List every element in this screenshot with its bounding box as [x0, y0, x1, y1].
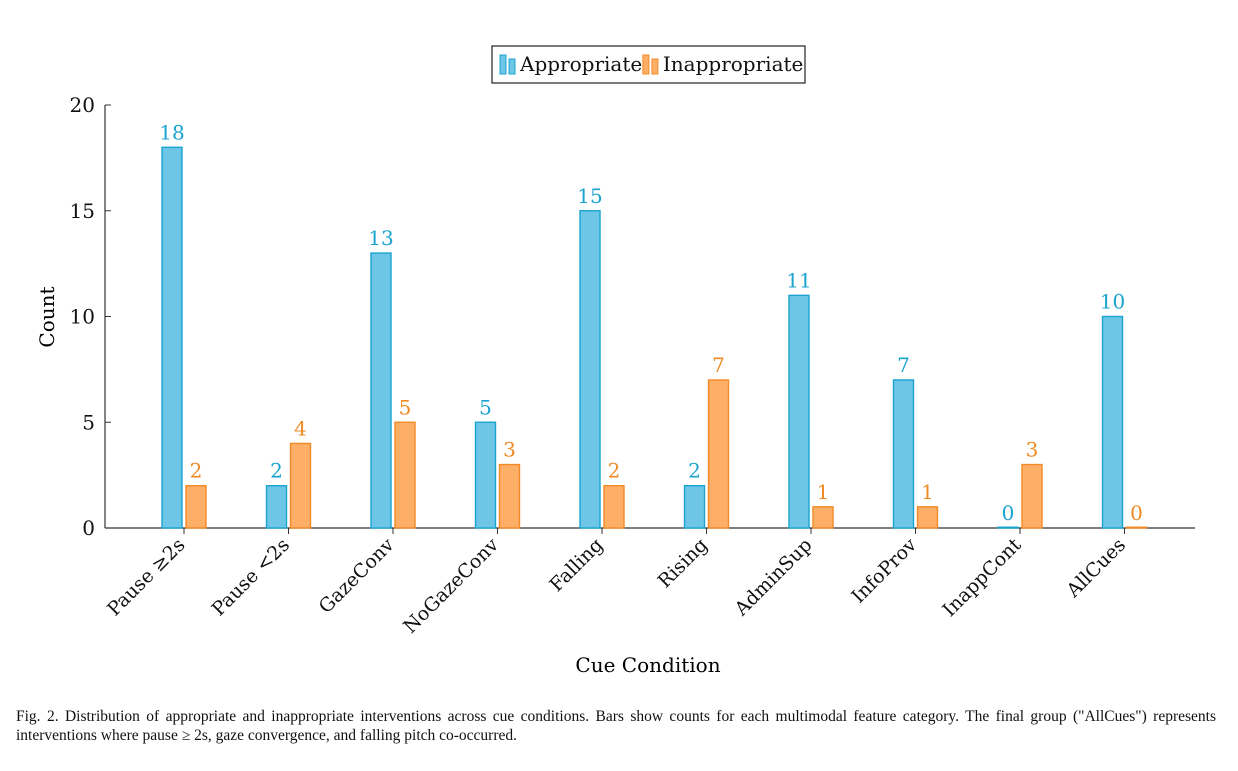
bar-appropriate [370, 252, 392, 529]
data-label-appropriate: 11 [786, 268, 811, 292]
x-tick-label: Falling [545, 534, 607, 596]
bar-inappropriate [498, 463, 521, 529]
legend-swatch-appropriate [499, 54, 507, 75]
x-tick-label: Pause ≥2s [103, 534, 189, 620]
x-axis-label: Cue Condition [575, 653, 720, 677]
bar-inappropriate [289, 442, 312, 529]
data-label-inappropriate: 7 [712, 353, 725, 377]
bars [161, 146, 1148, 529]
legend-swatch-inappropriate [651, 58, 659, 75]
data-label-inappropriate: 2 [608, 459, 621, 483]
data-label-inappropriate: 1 [921, 480, 934, 504]
bar-inappropriate [1125, 526, 1148, 529]
bar-inappropriate [812, 506, 834, 529]
x-tick-label: GazeConv [315, 534, 399, 618]
legend-swatch-inappropriate [642, 54, 650, 75]
bar-inappropriate [185, 485, 207, 529]
bar-appropriate [579, 210, 601, 529]
bar-inappropriate [603, 485, 625, 529]
data-label-appropriate: 2 [688, 459, 701, 483]
data-label-inappropriate: 5 [399, 395, 412, 419]
bar-inappropriate [1021, 463, 1043, 529]
legend-swatch-appropriate [508, 58, 516, 75]
bar-appropriate [788, 294, 810, 529]
bar-inappropriate [916, 506, 939, 529]
data-label-appropriate: 0 [1002, 501, 1015, 525]
bar-appropriate [1101, 315, 1124, 529]
legend-label-inappropriate: Inappropriate [663, 52, 803, 76]
data-label-inappropriate: 2 [190, 459, 203, 483]
y-tick-label: 15 [70, 199, 95, 223]
data-label-appropriate: 2 [270, 459, 283, 483]
y-tick-label: 5 [82, 410, 95, 434]
y-tick-label: 20 [70, 93, 95, 117]
y-tick-label: 10 [70, 305, 95, 329]
data-label-inappropriate: 1 [817, 480, 830, 504]
data-label-inappropriate: 3 [503, 438, 516, 462]
data-label-inappropriate: 4 [294, 416, 307, 440]
data-label-appropriate: 13 [368, 226, 393, 250]
data-label-appropriate: 7 [897, 353, 910, 377]
legend: Appropriate Inappropriate [491, 45, 806, 84]
y-tick-label: 0 [82, 516, 95, 540]
bar-appropriate [474, 421, 497, 529]
x-tick-label: NoGazeConv [399, 534, 503, 638]
y-axis-label: Count [35, 286, 59, 347]
data-label-appropriate: 15 [577, 184, 602, 208]
bar-appropriate [265, 485, 288, 529]
bar-appropriate [161, 146, 183, 529]
data-label-appropriate: 18 [159, 120, 184, 144]
data-label-appropriate: 5 [479, 395, 492, 419]
x-tick-label: InfoProv [847, 534, 921, 608]
x-tick-label: AdminSup [730, 534, 817, 621]
legend-label-appropriate: Appropriate [519, 52, 642, 76]
data-label-appropriate: 10 [1100, 290, 1125, 314]
figure-caption: Fig. 2. Distribution of appropriate and … [16, 708, 1216, 744]
data-label-inappropriate: 0 [1130, 501, 1143, 525]
x-tick-label: AllCues [1062, 534, 1130, 602]
bar-appropriate [683, 485, 706, 529]
bar-inappropriate [394, 421, 416, 529]
bar-appropriate [997, 526, 1019, 529]
data-label-inappropriate: 3 [1026, 438, 1039, 462]
bar-appropriate [892, 379, 915, 529]
bar-inappropriate [707, 379, 730, 529]
x-tick-label: Rising [654, 534, 712, 592]
x-tick-label: Pause <2s [208, 534, 294, 620]
x-tick-label: InappCont [938, 534, 1025, 621]
